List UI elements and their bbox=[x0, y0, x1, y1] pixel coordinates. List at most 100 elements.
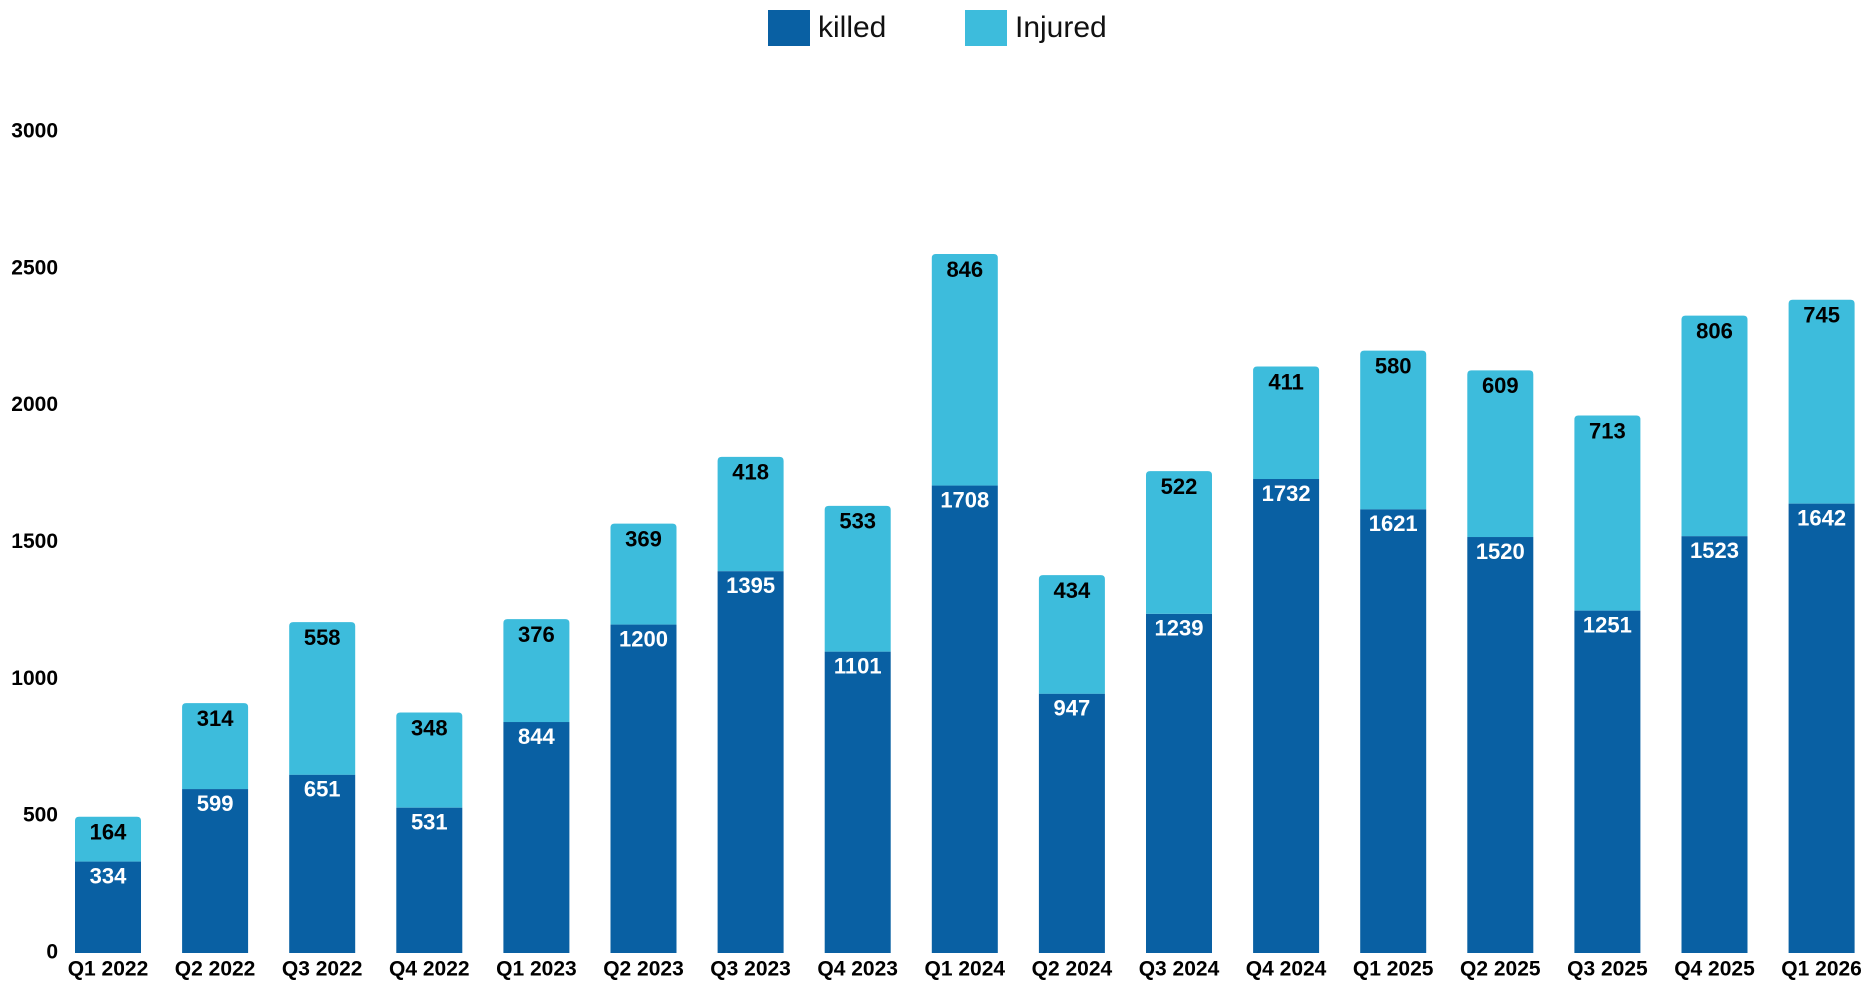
bar-killed bbox=[1360, 509, 1427, 953]
bar-injured bbox=[1467, 370, 1534, 538]
legend: killed Injured bbox=[0, 8, 1874, 48]
data-label-killed: 1708 bbox=[940, 487, 989, 512]
bar-injured bbox=[182, 703, 249, 790]
data-label-injured: 846 bbox=[946, 257, 983, 282]
bar-killed bbox=[503, 722, 570, 953]
data-label-injured: 522 bbox=[1161, 474, 1198, 499]
legend-swatch-injured bbox=[965, 10, 1007, 46]
bar-killed bbox=[182, 789, 249, 953]
bar-killed bbox=[931, 485, 998, 953]
data-label-injured: 369 bbox=[625, 526, 662, 551]
x-tick-label: Q1 2022 bbox=[68, 958, 149, 981]
data-label-killed: 1642 bbox=[1797, 505, 1846, 530]
data-label-killed: 947 bbox=[1054, 696, 1091, 721]
y-tick-label: 2000 bbox=[11, 393, 58, 416]
legend-item-injured: Injured bbox=[965, 8, 1107, 48]
legend-item-killed: killed bbox=[768, 8, 886, 48]
data-label-injured: 348 bbox=[411, 715, 448, 740]
data-label-injured: 745 bbox=[1803, 303, 1840, 328]
x-tick-label: Q4 2024 bbox=[1246, 958, 1327, 981]
legend-label-killed: killed bbox=[818, 11, 887, 44]
data-label-injured: 411 bbox=[1268, 369, 1304, 394]
bar-killed bbox=[1146, 613, 1212, 953]
data-label-injured: 806 bbox=[1696, 318, 1733, 343]
bar-killed bbox=[1038, 693, 1105, 953]
bar-killed bbox=[75, 861, 141, 953]
bar-injured bbox=[1574, 415, 1641, 611]
bar-injured bbox=[1788, 299, 1855, 504]
bar-injured bbox=[1038, 575, 1105, 694]
data-label-injured: 713 bbox=[1589, 418, 1626, 443]
x-tick-label: Q1 2023 bbox=[496, 958, 577, 981]
x-tick-label: Q3 2025 bbox=[1567, 958, 1648, 981]
x-tick-label: Q2 2024 bbox=[1032, 958, 1113, 981]
x-tick-label: Q3 2022 bbox=[282, 958, 363, 981]
bar-injured bbox=[75, 816, 141, 862]
x-tick-label: Q2 2022 bbox=[175, 958, 256, 981]
x-tick-label: Q2 2023 bbox=[603, 958, 684, 981]
data-label-killed: 1621 bbox=[1369, 511, 1418, 536]
bar-killed bbox=[717, 571, 784, 953]
legend-swatch-killed bbox=[768, 10, 810, 46]
x-tick-label: Q1 2024 bbox=[925, 958, 1006, 981]
legend-label-injured: Injured bbox=[1015, 11, 1107, 44]
x-tick-label: Q4 2025 bbox=[1674, 958, 1755, 981]
bar-injured bbox=[717, 456, 784, 572]
x-tick-label: Q3 2024 bbox=[1139, 958, 1220, 981]
bar-injured bbox=[610, 523, 677, 625]
data-label-killed: 651 bbox=[304, 777, 341, 802]
y-tick-label: 500 bbox=[23, 804, 58, 827]
data-label-killed: 1251 bbox=[1583, 612, 1632, 637]
bar-killed bbox=[1681, 536, 1748, 953]
bar-killed bbox=[610, 624, 677, 953]
x-tick-label: Q1 2025 bbox=[1353, 958, 1434, 981]
data-label-killed: 1200 bbox=[619, 626, 668, 651]
bar-injured bbox=[1253, 366, 1320, 480]
data-label-killed: 599 bbox=[197, 791, 234, 816]
data-label-injured: 580 bbox=[1375, 353, 1412, 378]
data-label-killed: 1395 bbox=[726, 573, 775, 598]
data-label-killed: 1520 bbox=[1476, 539, 1525, 564]
data-label-killed: 531 bbox=[411, 809, 448, 834]
bar-killed bbox=[824, 651, 891, 953]
data-label-injured: 314 bbox=[197, 706, 234, 731]
y-tick-label: 0 bbox=[46, 941, 58, 964]
data-label-killed: 1732 bbox=[1262, 481, 1311, 506]
bar-injured bbox=[1146, 471, 1212, 614]
bar-injured bbox=[824, 505, 891, 652]
data-label-injured: 418 bbox=[732, 460, 769, 485]
data-label-killed: 1101 bbox=[834, 654, 882, 679]
bar-injured bbox=[931, 254, 998, 486]
y-tick-label: 1000 bbox=[11, 667, 58, 690]
bar-injured bbox=[289, 622, 356, 775]
x-tick-label: Q3 2023 bbox=[710, 958, 791, 981]
data-label-injured: 434 bbox=[1054, 578, 1091, 603]
data-label-injured: 609 bbox=[1482, 373, 1519, 398]
x-tick-label: Q4 2023 bbox=[817, 958, 898, 981]
bar-injured bbox=[396, 712, 463, 808]
bar-killed bbox=[1574, 610, 1641, 953]
data-label-injured: 164 bbox=[90, 820, 127, 845]
bar-killed bbox=[1467, 537, 1534, 953]
y-tick-label: 2500 bbox=[11, 256, 58, 279]
y-tick-label: 1500 bbox=[11, 530, 58, 553]
x-tick-label: Q4 2022 bbox=[389, 958, 470, 981]
x-tick-label: Q1 2026 bbox=[1781, 958, 1862, 981]
bar-killed bbox=[396, 807, 463, 953]
y-tick-label: 3000 bbox=[11, 120, 58, 143]
bar-killed bbox=[1788, 503, 1855, 953]
data-label-killed: 844 bbox=[518, 724, 555, 749]
x-tick-label: Q2 2025 bbox=[1460, 958, 1541, 981]
data-label-injured: 533 bbox=[839, 509, 876, 534]
bar-injured bbox=[1681, 315, 1748, 537]
bar-killed bbox=[289, 774, 356, 953]
bar-killed bbox=[1253, 479, 1320, 953]
data-label-killed: 334 bbox=[90, 863, 127, 888]
bar-injured bbox=[503, 619, 570, 723]
data-label-injured: 376 bbox=[518, 622, 555, 647]
data-label-killed: 1523 bbox=[1690, 538, 1739, 563]
data-label-injured: 558 bbox=[304, 625, 341, 650]
data-label-killed: 1239 bbox=[1155, 616, 1204, 641]
